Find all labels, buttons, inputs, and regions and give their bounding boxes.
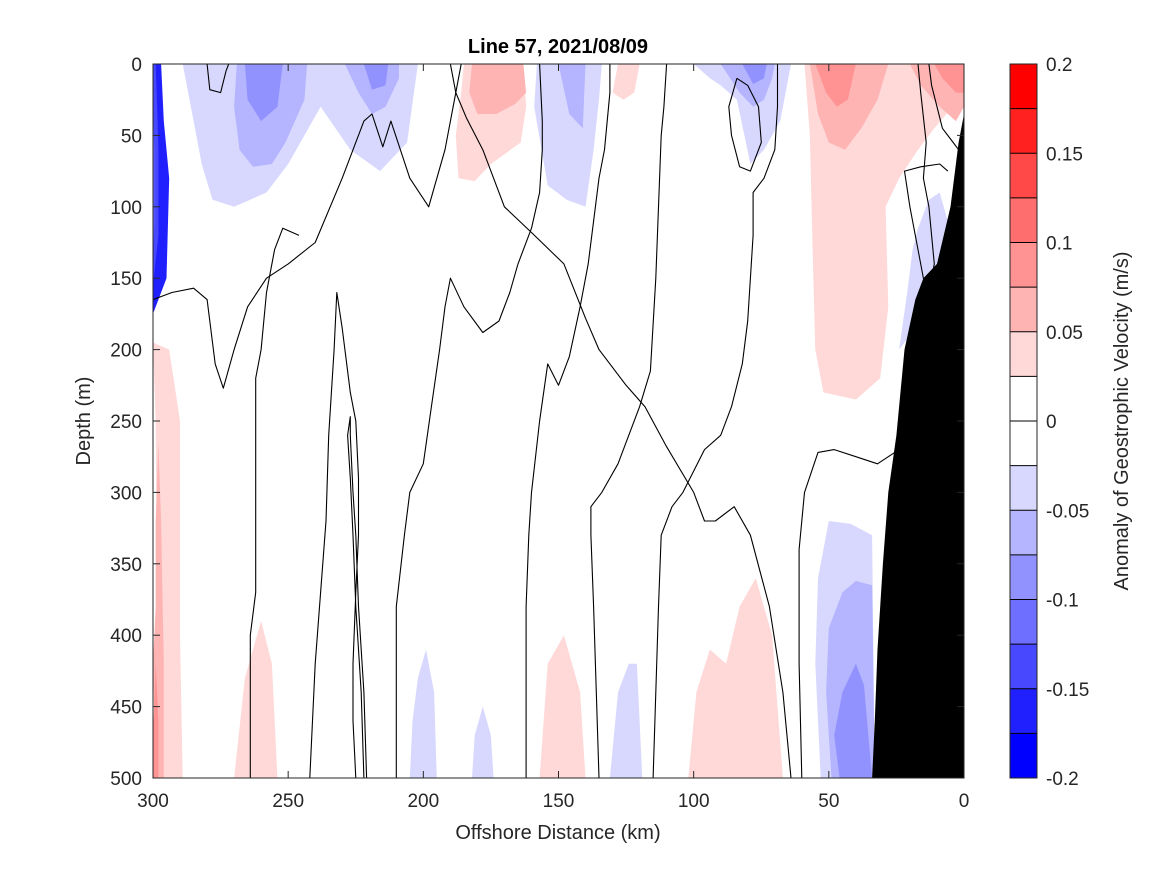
- zero-contour-line: [249, 227, 300, 778]
- velocity-contour-region: [539, 635, 586, 778]
- velocity-contour-region: [742, 64, 767, 84]
- zero-contour-line: [928, 64, 960, 151]
- velocity-contour-region: [409, 649, 437, 778]
- colorbar-swatch: [1010, 599, 1037, 645]
- colorbar-swatch: [1010, 644, 1037, 689]
- y-tick-label: 450: [110, 698, 142, 719]
- velocity-contour-region: [934, 64, 964, 93]
- y-tick-label: 200: [110, 341, 142, 362]
- colorbar-tick-label: 0.1: [1046, 234, 1072, 255]
- y-tick-label: 300: [110, 483, 142, 504]
- colorbar-tick-label: 0: [1046, 412, 1057, 433]
- colorbar-swatch: [1010, 64, 1037, 109]
- colorbar-tick-label: -0.1: [1046, 591, 1079, 612]
- colorbar-swatch: [1010, 510, 1037, 555]
- velocity-contour-region: [244, 64, 283, 122]
- x-tick-label: 100: [678, 791, 710, 812]
- bathymetry-seafloor: [872, 114, 964, 778]
- colorbar-swatch: [1010, 108, 1037, 154]
- zero-contour-line: [153, 64, 462, 389]
- y-axis-label: Depth (m): [73, 377, 95, 466]
- y-tick-label: 150: [110, 269, 142, 290]
- colorbar-label: Anomaly of Geostrophic Velocity (m/s): [1111, 251, 1133, 590]
- velocity-contour-region: [363, 64, 389, 90]
- colorbar-tick-label: 0.15: [1046, 144, 1083, 165]
- velocity-contour-region: [234, 620, 278, 778]
- colorbar-tick-label: 0.05: [1046, 323, 1083, 344]
- velocity-contour-region: [815, 64, 856, 107]
- zero-contour-line: [206, 64, 230, 94]
- zero-contour-line: [590, 64, 668, 778]
- velocity-contour-region: [612, 64, 640, 100]
- zero-contour-line: [525, 64, 611, 778]
- x-tick-label: 50: [818, 791, 839, 812]
- velocity-contour-region: [688, 578, 783, 778]
- zero-contour-line: [728, 77, 762, 172]
- velocity-contour-region: [899, 192, 948, 350]
- y-tick-label: 0: [131, 55, 142, 76]
- y-tick-label: 100: [110, 198, 142, 219]
- velocity-contour-region: [153, 663, 159, 778]
- colorbar-tick-label: -0.05: [1046, 501, 1089, 522]
- y-tick-label: 500: [110, 769, 142, 790]
- x-tick-label: 300: [137, 791, 169, 812]
- velocity-contour-region: [558, 64, 586, 129]
- colorbar-tick-label: -0.15: [1046, 680, 1089, 701]
- colorbar-swatch: [1010, 331, 1037, 377]
- zero-contour-line: [449, 64, 792, 778]
- zero-contours: [153, 64, 960, 778]
- x-tick-label: 200: [407, 791, 439, 812]
- chart-title: Line 57, 2021/08/09: [468, 36, 648, 58]
- colorbar-swatch: [1010, 376, 1037, 421]
- zero-contour-line: [395, 64, 543, 778]
- colorbar-swatch: [1010, 197, 1037, 243]
- colorbar-swatch: [1010, 554, 1037, 600]
- x-axis-label: Offshore Distance (km): [455, 822, 660, 844]
- zero-contour-line: [347, 416, 368, 778]
- colorbar-swatch: [1010, 287, 1037, 332]
- colorbar-frame: [1009, 63, 1038, 779]
- bathymetry-layer: [872, 114, 964, 778]
- y-axis: 0 50 100 150 200 250 300 350 400 450 500: [110, 55, 964, 790]
- x-tick-label: 0: [959, 791, 970, 812]
- colorbar-swatch: [1010, 153, 1037, 198]
- colorbar-tick-label: -0.2: [1046, 769, 1079, 790]
- velocity-contour-region: [472, 706, 494, 778]
- velocity-contour-region: [153, 64, 159, 286]
- velocity-contour-region: [834, 663, 873, 778]
- colorbar-swatch: [1010, 242, 1037, 288]
- velocity-fields: [153, 64, 964, 778]
- colorbar-swatch: [1010, 733, 1037, 778]
- colorbar-tick-label: 0.2: [1046, 55, 1072, 76]
- y-tick-label: 400: [110, 626, 142, 647]
- colorbar: 0.2 0.15 0.1 0.05 0 -0.05 -0.1 -0.15 -0.2: [1009, 55, 1089, 790]
- y-tick-label: 50: [121, 126, 142, 147]
- zero-contour-line: [798, 449, 900, 778]
- y-tick-label: 250: [110, 412, 142, 433]
- colorbar-swatch: [1010, 465, 1037, 511]
- zero-contour-line: [309, 291, 360, 778]
- x-axis: 300 250 200 150 100 50 0: [137, 64, 969, 812]
- y-tick-label: 350: [110, 555, 142, 576]
- x-tick-label: 250: [272, 791, 304, 812]
- velocity-contour-region: [534, 64, 602, 207]
- x-tick-label: 150: [543, 791, 575, 812]
- colorbar-swatch: [1010, 421, 1037, 466]
- colorbar-swatch: [1010, 688, 1037, 734]
- velocity-contour-region: [469, 64, 527, 114]
- zero-contour-line: [652, 64, 779, 778]
- velocity-contour-region: [609, 663, 643, 778]
